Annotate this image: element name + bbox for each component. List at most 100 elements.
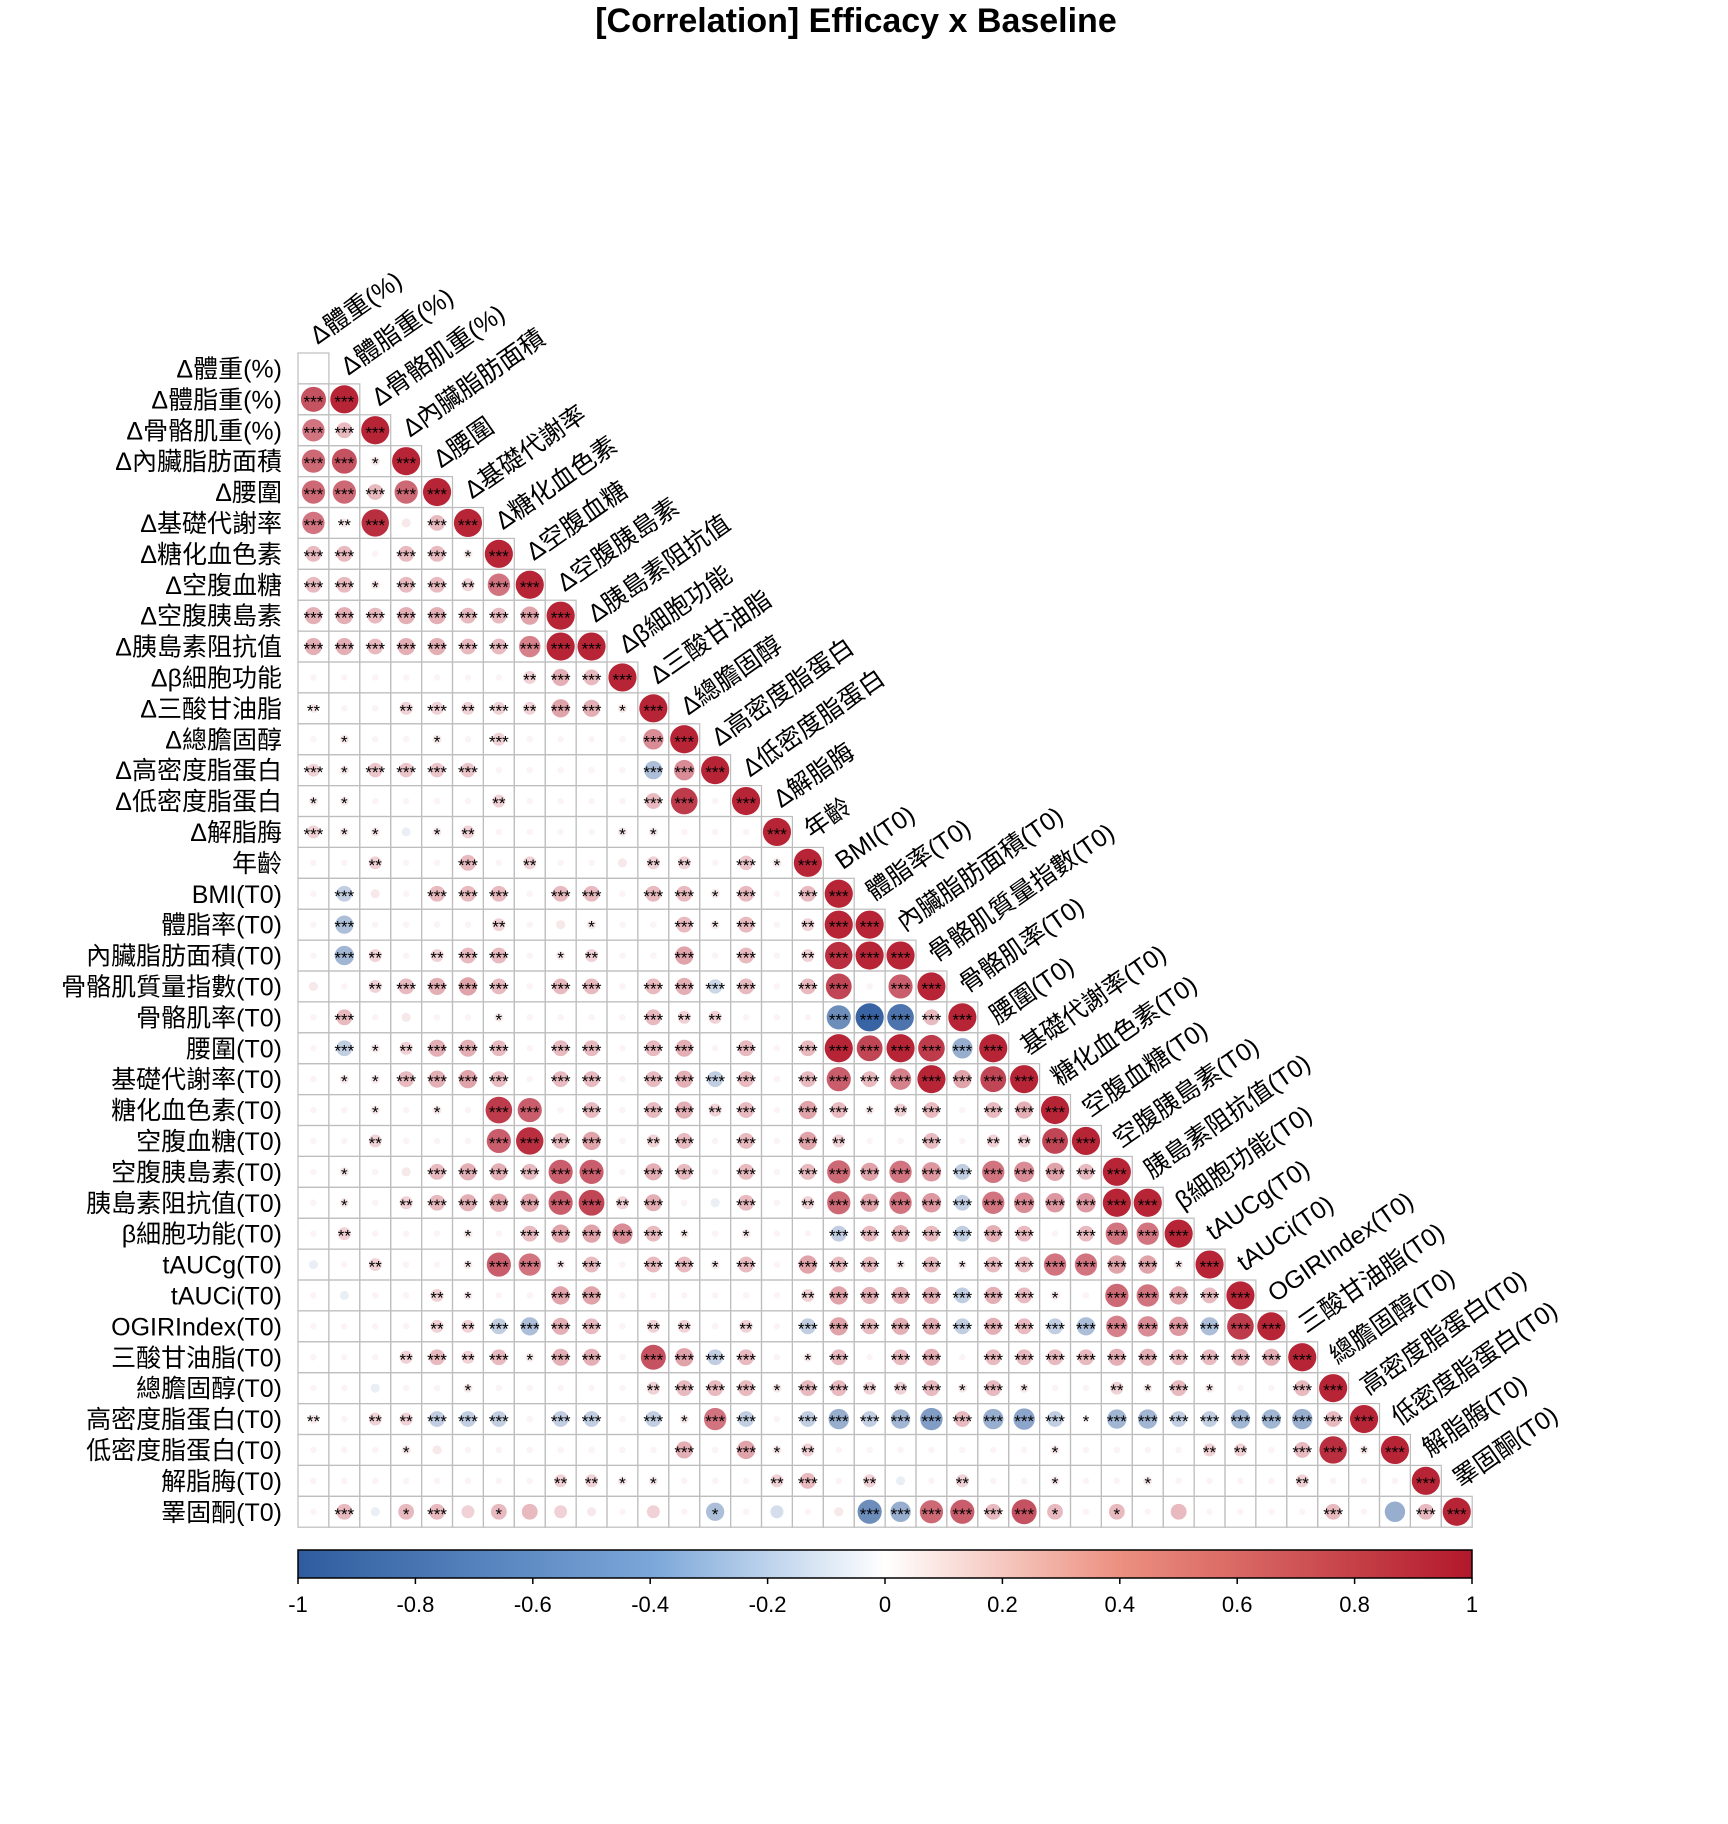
colorbar-tick-label: -0.2 [749,1592,787,1617]
row-label: Δ空腹胰島素 [140,603,282,631]
significance-marker: *** [582,1288,602,1307]
correlation-circle [979,1034,1008,1063]
correlation-circle [1201,1287,1218,1304]
correlation-circle [646,1381,660,1395]
significance-marker: *** [891,1505,911,1524]
significance-marker: *** [1014,1103,1034,1122]
row-label: Δ體脂重(%) [151,386,282,414]
correlation-circle [645,793,662,809]
correlation-circle [310,1014,317,1021]
significance-marker: *** [891,1010,911,1029]
significance-marker: *** [1200,1319,1220,1338]
significance-marker: *** [1138,1412,1158,1431]
significance-marker: *** [1014,1165,1034,1184]
correlation-circle [804,1508,812,1515]
significance-marker: *** [304,516,324,535]
correlation-circle [711,1292,719,1299]
correlation-circle [1016,1318,1033,1335]
significance-marker: *** [1138,1319,1158,1338]
significance-marker: *** [829,1288,849,1307]
correlation-circle [954,1225,971,1242]
significance-marker: *** [365,609,385,628]
significance-marker: *** [489,1258,509,1277]
correlation-circle [492,701,506,715]
significance-marker: *** [489,979,509,998]
correlation-circle [1082,1292,1090,1299]
significance-marker: ** [585,949,599,968]
correlation-circle [708,1010,722,1024]
correlation-circle [1231,1348,1249,1366]
correlation-circle [648,827,658,837]
correlation-circle [710,920,720,930]
significance-marker: * [1206,1381,1213,1400]
significance-marker: *** [1107,1412,1127,1431]
significance-marker: *** [489,609,509,628]
correlation-circle [1237,1508,1244,1515]
significance-marker: *** [643,1227,663,1246]
correlation-circle [1047,1349,1063,1366]
correlation-circle [826,1067,851,1092]
correlation-circle [1136,1284,1159,1307]
correlation-circle [305,545,322,562]
correlation-circle [1237,1477,1244,1485]
correlation-circle [1411,1466,1440,1495]
significance-marker: *** [829,1350,849,1369]
significance-marker: *** [643,1072,663,1091]
significance-marker: *** [1076,1350,1096,1369]
correlation-circle [801,1288,815,1302]
significance-marker: *** [427,1041,447,1060]
significance-marker: *** [489,1041,509,1060]
correlation-circle [428,607,446,625]
correlation-circle [1262,1348,1280,1366]
correlation-circle [1226,1281,1255,1310]
correlation-circle [399,1412,413,1426]
correlation-circle [305,576,322,593]
correlation-circle [460,885,476,902]
significance-marker: *** [643,763,663,782]
correlation-circle [453,508,483,538]
significance-marker: *** [489,1350,509,1369]
correlation-circle [1050,1445,1060,1455]
significance-marker: *** [582,1258,602,1277]
correlation-circle [675,977,693,995]
correlation-circle [619,1508,626,1515]
correlation-circle [1230,1409,1251,1429]
significance-marker: * [1114,1505,1121,1524]
significance-marker: *** [922,1041,942,1060]
correlation-circle [551,699,570,718]
correlation-circle [1268,1446,1275,1454]
correlation-circle [401,1012,411,1022]
significance-marker: * [619,825,626,844]
significance-marker: *** [304,392,324,411]
significance-marker: *** [427,485,447,504]
correlation-circle [429,545,445,562]
significance-marker: *** [427,763,447,782]
correlation-circle [1045,1193,1065,1213]
significance-marker: *** [983,1103,1003,1122]
significance-marker: * [681,1412,688,1431]
correlation-circle [711,1045,719,1052]
correlation-circle [557,859,564,867]
correlation-circle [341,1354,348,1361]
correlation-circle [675,946,694,965]
significance-marker: * [712,918,719,937]
significance-marker: *** [983,1196,1003,1215]
correlation-circle [308,1259,319,1270]
significance-marker: * [743,1227,750,1246]
significance-marker: ** [801,918,815,937]
correlation-circle [855,1003,884,1032]
correlation-circle [337,1227,351,1241]
correlation-circle [741,1229,751,1239]
significance-marker: *** [1107,1288,1127,1307]
correlation-circle [742,828,750,836]
correlation-circle [372,797,379,805]
significance-marker: *** [1014,1196,1034,1215]
correlation-circle [459,1039,477,1057]
correlation-circle [886,941,915,970]
row-label: Δ腰圍 [215,479,282,507]
significance-marker: *** [520,1103,540,1122]
correlation-circle [464,674,472,681]
correlation-circle [310,1508,317,1515]
correlation-circle [433,921,441,928]
correlation-circle [1076,1193,1096,1213]
